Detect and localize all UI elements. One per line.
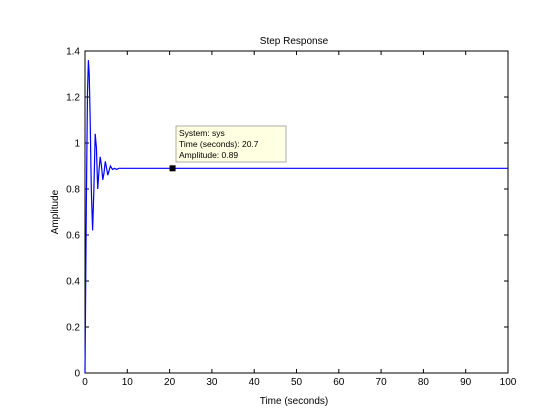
y-tick-label: 1: [74, 139, 80, 150]
x-tick-label: 50: [291, 377, 303, 388]
y-tick-label: 0.2: [66, 323, 80, 334]
datatip-amplitude: Amplitude: 0.89: [179, 150, 238, 160]
y-axis-label: Amplitude: [50, 189, 61, 234]
axis-ticks: 0 10 20 30 40 50 60 70 80 90 100 0 0.2 0.4 0.6 0.8 1 1.2 1…: [66, 47, 517, 389]
datatip-box: [175, 125, 287, 163]
datatip[interactable]: System: sys Time (seconds): 20.7 Amplitu…: [169, 125, 287, 172]
plot-area: [84, 50, 509, 374]
x-tick-label: 10: [122, 377, 134, 388]
x-tick-label: 80: [418, 377, 430, 388]
y-tick-label: 0.4: [66, 277, 80, 288]
x-tick-label: 30: [206, 377, 218, 388]
x-tick-label: 60: [333, 377, 345, 388]
datatip-system: System: sys: [179, 128, 225, 138]
y-tick-label: 0: [74, 369, 80, 380]
x-tick-label: 0: [82, 377, 88, 388]
x-tick-label: 70: [376, 377, 388, 388]
chart-title: Step Response: [260, 36, 329, 47]
y-tick-label: 1.4: [66, 47, 80, 58]
x-tick-label: 40: [249, 377, 261, 388]
datatip-time: Time (seconds): 20.7: [179, 139, 259, 149]
y-tick-label: 0.8: [66, 185, 80, 196]
y-tick-label: 0.6: [66, 231, 80, 242]
y-tick-label: 1.2: [66, 93, 80, 104]
x-tick-label: 20: [164, 377, 176, 388]
x-axis-label: Time (seconds): [260, 396, 329, 407]
datatip-marker[interactable]: [169, 165, 176, 172]
x-tick-label: 100: [500, 377, 517, 388]
x-tick-label: 90: [460, 377, 472, 388]
step-response-line: [84, 60, 508, 374]
